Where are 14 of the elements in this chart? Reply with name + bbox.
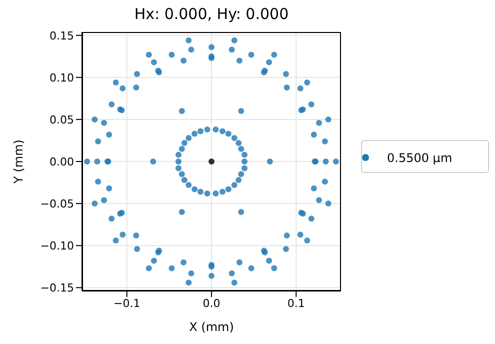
y-tick-label: 0.10: [50, 71, 74, 84]
y-tick-label: 0.00: [50, 155, 74, 168]
x-tick-label: 0.0: [202, 296, 220, 310]
y-axis-title: Y (mm): [11, 140, 26, 184]
chart-title: Hx: 0.000, Hy: 0.000: [133, 5, 290, 23]
y-tick-label: −0.05: [40, 197, 74, 210]
y-tick-label: 0.15: [50, 29, 74, 42]
x-axis-title: X (mm): [189, 320, 234, 334]
legend-label: 0.5500 µm: [387, 151, 452, 165]
x-tick-label: 0.1: [287, 296, 305, 310]
y-tick-label: 0.05: [50, 113, 74, 126]
y-tick-label: −0.15: [40, 282, 74, 295]
x-tick-label: −0.1: [114, 296, 140, 310]
y-tick-label: −0.10: [40, 239, 74, 252]
